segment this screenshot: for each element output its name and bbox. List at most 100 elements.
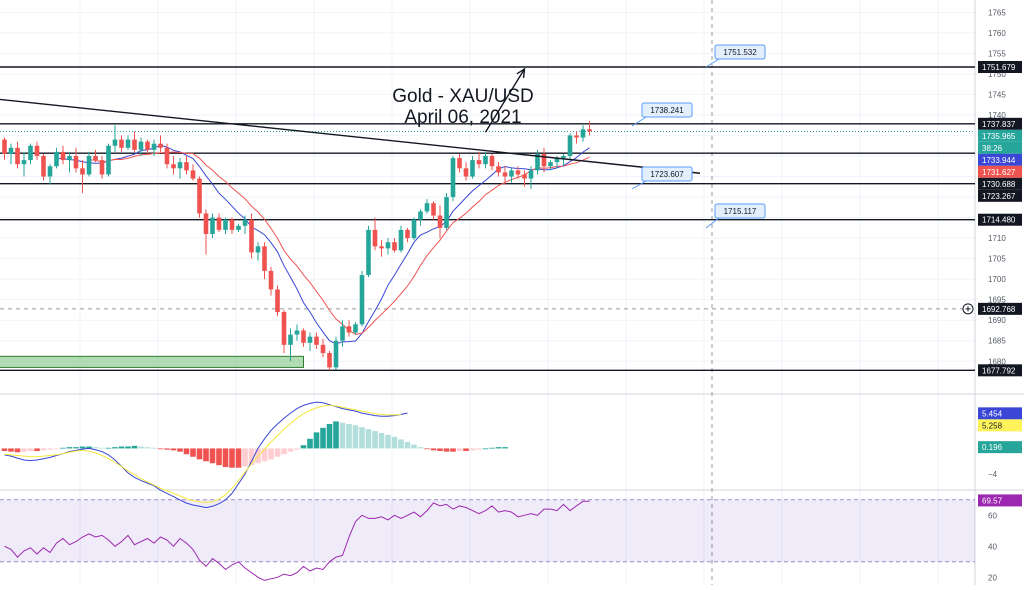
macd-histogram-bar (66, 447, 73, 449)
price-label-bg (978, 141, 1022, 154)
rsi-line (4, 500, 590, 581)
candle (262, 242, 267, 280)
macd-histogram-bar (105, 447, 112, 449)
macd-histogram-bar (99, 447, 105, 449)
candle (574, 131, 579, 144)
candle-body (301, 330, 306, 343)
candle-body (554, 158, 560, 163)
macd-histogram-bar (138, 446, 144, 449)
macd-histogram-bar (489, 447, 495, 449)
macd-histogram-bar (365, 429, 372, 449)
candle-body (262, 246, 267, 271)
price-label: 1731.627 (978, 165, 1022, 178)
macd-histogram-bar (92, 447, 99, 449)
candle-body (119, 139, 124, 148)
rsi-band-layer (0, 499, 975, 563)
price-label-bg (978, 364, 1022, 377)
macd-histogram-bar (274, 448, 281, 457)
macd-line (4, 401, 408, 509)
candle (288, 328, 293, 362)
candle (171, 156, 176, 175)
price-callout: 1715.117 (705, 203, 766, 229)
macd-histogram-bar (73, 447, 79, 449)
support-zone-layer (0, 355, 304, 368)
candle (587, 121, 592, 136)
macd-histogram-bar (326, 424, 333, 449)
callout-text: 1715.117 (724, 207, 757, 216)
price-tick-label: 1700 (988, 275, 1006, 284)
candle (346, 320, 352, 337)
candle-body (366, 229, 371, 276)
candle-body (236, 225, 241, 230)
candle (184, 156, 189, 175)
candle (398, 225, 404, 253)
candle (535, 149, 540, 175)
rsi-tick-label: 20 (988, 573, 997, 582)
candle-body (223, 219, 228, 230)
candle-body (431, 203, 436, 216)
candle (158, 135, 163, 152)
candle (320, 338, 326, 358)
candle-body (372, 229, 378, 247)
macd-histogram-bar (404, 442, 411, 449)
price-label-bg (978, 117, 1022, 130)
candle-body (145, 141, 150, 150)
candle-body (151, 143, 157, 150)
macd-histogram-bar (417, 447, 424, 449)
price-tick-label: 1695 (988, 296, 1006, 305)
candle-body (346, 326, 352, 333)
price-label-bg (978, 165, 1022, 178)
candle-body (229, 219, 235, 230)
candle-body (93, 156, 98, 161)
candle (229, 217, 235, 234)
macd-histogram-bar (502, 447, 508, 449)
candle-body (164, 147, 170, 165)
macd-histogram-bar (183, 448, 190, 455)
candle (385, 238, 391, 255)
macd-histogram-bar (398, 439, 404, 449)
candle-body (398, 229, 404, 251)
candle-body (268, 270, 274, 290)
macd-label: 5.454 (978, 407, 1022, 420)
macd-label-text: 0.196 (982, 443, 1003, 452)
macd-histogram-bar (372, 431, 378, 449)
rsi-label: 69.57 (978, 494, 1022, 507)
price-callout: 1723.607 (631, 166, 693, 190)
macd-histogram-bar (196, 448, 203, 460)
candle (41, 153, 46, 181)
macd-histogram-layer (1, 421, 508, 468)
candle-body (424, 203, 430, 212)
macd-histogram-bar (476, 448, 482, 450)
macd-histogram-bar (261, 448, 268, 462)
price-label: 1737.837 (978, 117, 1022, 130)
candle-body (359, 275, 365, 325)
macd-histogram-bar (79, 446, 86, 449)
macd-histogram-bar (8, 448, 14, 452)
candle (561, 153, 566, 167)
macd-histogram-bar (482, 448, 489, 450)
candle (379, 240, 384, 257)
macd-histogram-bar (1, 448, 8, 451)
candle (437, 205, 443, 239)
candle-body (320, 344, 326, 354)
candle (99, 156, 105, 179)
price-tick-label: 1690 (988, 316, 1006, 325)
candle (281, 309, 287, 354)
candle (580, 125, 586, 142)
candle-body (112, 139, 118, 146)
candle (190, 164, 196, 181)
candle (119, 135, 124, 152)
price-label: 1714.480 (978, 213, 1022, 226)
candle (476, 151, 482, 169)
candle (515, 166, 521, 179)
candle (242, 215, 248, 234)
price-label: 1751.679 (978, 61, 1022, 74)
candle (418, 209, 423, 226)
macd-histogram-bar (242, 448, 248, 467)
rsi-label-text: 69.57 (982, 496, 1003, 505)
candle (444, 192, 449, 230)
price-label: 1677.792 (978, 364, 1022, 377)
candle-body (60, 151, 66, 161)
